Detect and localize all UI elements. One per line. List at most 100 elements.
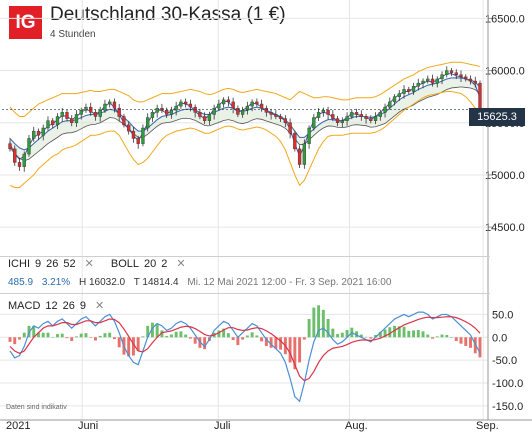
candle-body	[459, 74, 463, 78]
macd-histogram-bar	[165, 335, 169, 338]
candle-body	[36, 130, 41, 136]
macd-histogram-bar	[407, 330, 411, 338]
macd-histogram-bar	[326, 319, 330, 338]
boll-param-2: 2	[161, 258, 168, 270]
candle-body	[13, 148, 17, 163]
macd-histogram-bar	[340, 332, 344, 338]
price-axis-label: 16500.0	[485, 13, 525, 25]
candle-body	[354, 112, 359, 115]
candle-body	[435, 78, 439, 84]
macd-histogram-bar	[226, 333, 230, 338]
macd-histogram-bar	[79, 333, 83, 338]
macd-histogram-bar	[231, 337, 235, 341]
macd-histogram-bar	[155, 323, 159, 338]
macd-histogram-bar	[245, 335, 249, 338]
price-axis-label: 15000.0	[485, 170, 525, 182]
x-tick-label: Aug.	[345, 420, 368, 432]
macd-histogram-bar	[103, 333, 107, 338]
macd-histogram-bar	[241, 337, 245, 340]
change-percent: 3.21%	[41, 277, 71, 288]
macd-histogram-bar	[236, 337, 240, 346]
macd-histogram-bar	[364, 336, 368, 338]
candle-body	[430, 78, 435, 84]
macd-histogram-bar	[302, 337, 306, 340]
timeframe-label: 4 Stunden	[50, 29, 96, 40]
macd-param-1: 12	[45, 300, 58, 312]
macd-histogram-bar	[469, 337, 472, 348]
macd-histogram-bar	[450, 337, 453, 338]
macd-histogram-bar	[307, 319, 311, 338]
candle-body	[416, 82, 420, 87]
macd-histogram-bar	[312, 307, 316, 338]
ichi-label[interactable]: ICHI	[8, 258, 30, 270]
candle-body	[297, 148, 302, 165]
macd-label[interactable]: MACD	[8, 300, 41, 312]
candle-body	[283, 118, 288, 123]
candle-body	[202, 116, 207, 121]
candle-body	[198, 112, 202, 117]
ichi-close-icon[interactable]: ✕	[84, 258, 94, 270]
macd-histogram-bar	[188, 337, 192, 339]
series-line-kijun-sen	[9, 77, 481, 151]
macd-histogram-bar	[255, 335, 259, 338]
candle-body	[364, 116, 368, 119]
candle-body	[146, 117, 150, 129]
candle-body	[136, 138, 140, 144]
candle-body	[426, 78, 430, 82]
boll-close-icon[interactable]: ✕	[176, 258, 186, 270]
candle-body	[468, 78, 473, 82]
macd-histogram-bar	[22, 332, 26, 338]
candle-body	[464, 76, 468, 80]
macd-histogram-bar	[160, 330, 164, 338]
candle-body	[345, 116, 349, 121]
candle-body	[350, 112, 354, 117]
candle-body	[8, 143, 12, 150]
macd-histogram-bar	[217, 330, 221, 338]
macd-histogram-bar	[274, 337, 278, 349]
macd-histogram-bar	[454, 337, 458, 341]
macd-histogram-bar	[464, 337, 468, 346]
macd-histogram-bar	[56, 334, 59, 338]
macd-histogram-bar	[345, 329, 349, 338]
candle-body	[335, 118, 340, 123]
macd-histogram-bar	[41, 332, 45, 338]
candle-body	[302, 143, 307, 165]
candle-body	[331, 114, 335, 119]
candle-body	[98, 110, 102, 117]
series-line-bollinger-upper	[9, 61, 481, 118]
macd-histogram-bar	[298, 337, 302, 363]
candle-body	[117, 107, 121, 117]
boll-label[interactable]: BOLL	[110, 258, 140, 270]
candle-body	[259, 103, 264, 109]
macd-histogram-bar	[112, 337, 116, 340]
candle-body	[112, 101, 117, 109]
divider-macd	[0, 293, 490, 294]
candle-body	[46, 120, 50, 129]
candle-body	[84, 106, 88, 111]
candle-body	[236, 107, 240, 115]
macd-histogram-bar	[46, 332, 50, 338]
macd-axis-label: -100.0	[492, 378, 523, 390]
macd-histogram-bar	[93, 337, 97, 341]
candle-body	[212, 107, 216, 115]
candle-body	[359, 114, 363, 117]
macd-histogram-bar	[89, 337, 93, 338]
candle-body	[340, 120, 344, 123]
candle-body	[392, 96, 397, 103]
candle-body	[41, 127, 45, 136]
macd-histogram-bar	[288, 337, 292, 363]
candle-body	[65, 112, 69, 119]
price-info-row: 485.9 3.21% H 16032.0 T 14814.4 Mi. 12 M…	[8, 277, 397, 288]
macd-histogram-bar	[75, 336, 78, 338]
candle-body	[397, 93, 401, 97]
macd-series-signal	[9, 316, 481, 382]
candle-body	[70, 118, 74, 123]
macd-histogram-bar	[250, 332, 254, 338]
candle-body	[478, 82, 482, 110]
macd-close-icon[interactable]: ✕	[95, 300, 105, 312]
indicator-legend-row: ICHI 9 26 52 ✕ BOLL 20 2 ✕	[8, 257, 200, 270]
candle-body	[293, 133, 297, 150]
macd-histogram-bar	[146, 325, 150, 338]
macd-histogram-bar	[150, 322, 154, 338]
